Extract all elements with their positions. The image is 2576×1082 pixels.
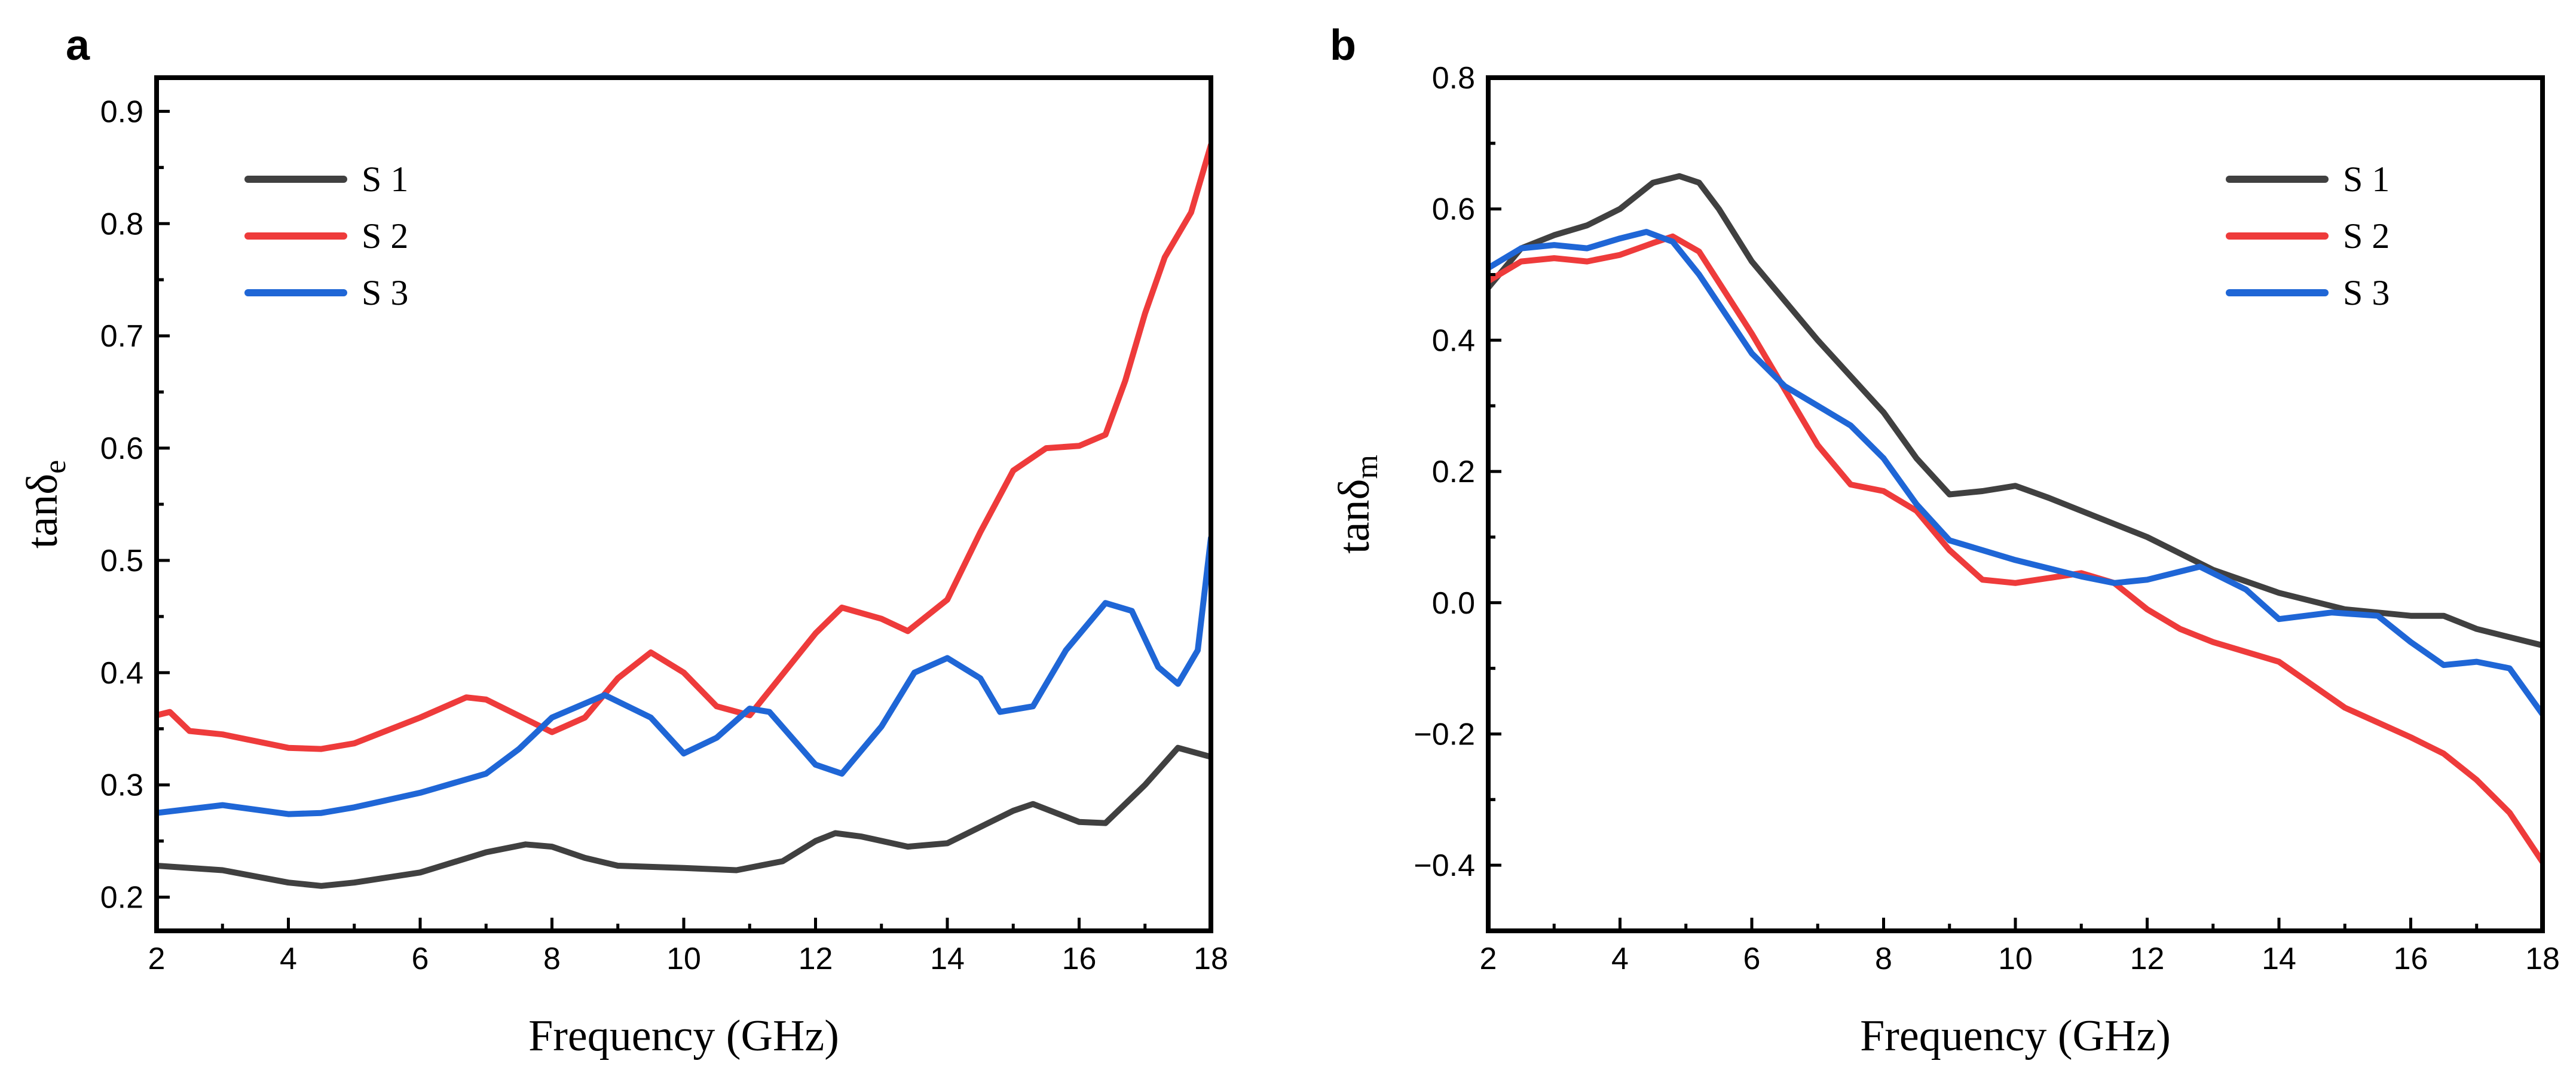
series-line-s2 — [157, 142, 1211, 752]
series-line-s3 — [157, 535, 1211, 817]
panel-letter: a — [66, 22, 90, 69]
plot-frame — [1486, 75, 2545, 933]
x-tick-label: 18 — [2525, 942, 2560, 976]
x-tick-label: 16 — [2394, 942, 2428, 976]
x-axis-title: Frequency (GHz) — [1860, 1011, 2171, 1060]
y-tick-label: 0.7 — [100, 319, 143, 354]
x-tick-label: 2 — [1480, 942, 1497, 976]
x-axis-title: Frequency (GHz) — [528, 1011, 839, 1060]
panel-b: b 2 4 6 8 10 12 14 16 18 −0.4 −0.2 0.0 0.2 0.4 0.6 0.8 Fr… — [1330, 22, 2560, 1060]
y-axis-title-subscript: e — [38, 460, 72, 474]
x-tick-label: 2 — [148, 942, 166, 976]
y-tick-label: 0.8 — [100, 207, 143, 241]
series-line-s2 — [1488, 233, 2543, 865]
legend-label-s2: S 2 — [2343, 216, 2390, 256]
y-axis-title: tanδm — [1330, 455, 1384, 554]
y-tick-label: 0.6 — [1432, 192, 1475, 227]
y-tick-label: 0.8 — [1432, 61, 1475, 96]
y-axis-title-subscript: m — [1350, 455, 1384, 479]
x-tick-label: 6 — [412, 942, 429, 976]
y-tick-label: 0.6 — [100, 431, 143, 466]
x-tick-label: 8 — [1875, 942, 1892, 976]
x-tick-label: 10 — [666, 942, 701, 976]
plot-frame — [154, 75, 1213, 933]
legend-label-s1: S 1 — [362, 160, 408, 199]
legend-label-s1: S 1 — [2343, 160, 2390, 199]
y-axis-title: tanδe — [18, 460, 72, 548]
legend-label-s3: S 3 — [2343, 273, 2390, 312]
x-tick-label: 8 — [543, 942, 561, 976]
x-tick-label: 14 — [930, 942, 965, 976]
x-tick-label: 6 — [1743, 942, 1761, 976]
y-tick-label: 0.2 — [1432, 455, 1475, 489]
y-tick-label: 0.4 — [100, 656, 143, 691]
y-tick-label: 0.5 — [100, 544, 143, 578]
y-tick-label: −0.2 — [1414, 717, 1475, 752]
x-tick-label: 4 — [280, 942, 297, 976]
y-tick-label: 0.0 — [1432, 586, 1475, 621]
series-line-s3 — [1488, 229, 2543, 718]
x-tick-label: 4 — [1611, 942, 1629, 976]
y-tick-label: 0.2 — [100, 881, 143, 915]
y-tick-label: −0.4 — [1414, 848, 1475, 883]
legend-label-s2: S 2 — [362, 216, 408, 256]
x-tick-label: 10 — [1998, 942, 2033, 976]
series-line-s1 — [157, 744, 1211, 889]
panel-letter: b — [1330, 22, 1356, 69]
x-tick-label: 18 — [1194, 942, 1228, 976]
series-line-s1 — [1488, 173, 2543, 649]
x-tick-label: 12 — [799, 942, 833, 976]
y-tick-label: 0.4 — [1432, 323, 1475, 358]
panel-a: a 2 4 6 8 10 12 14 16 18 0.2 0.3 0.4 0.5 0.6 0.7 0.8 0.9 F… — [18, 22, 1228, 1060]
x-tick-label: 12 — [2130, 942, 2165, 976]
x-tick-label: 14 — [2262, 942, 2296, 976]
x-tick-label: 16 — [1062, 942, 1097, 976]
y-tick-label: 0.9 — [100, 94, 143, 129]
y-tick-label: 0.3 — [100, 768, 143, 803]
legend-label-s3: S 3 — [362, 273, 408, 312]
